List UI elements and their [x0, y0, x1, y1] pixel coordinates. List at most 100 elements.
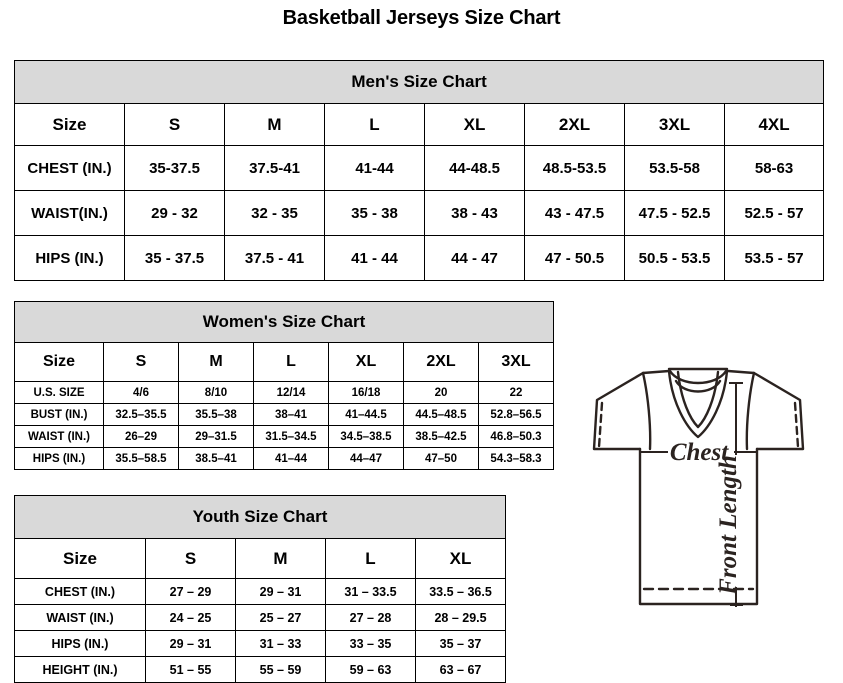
table-row: WAIST (IN.) 26–29 29–31.5 31.5–34.5 34.5…: [14, 425, 555, 448]
youth-waist-s: 24 – 25: [145, 604, 236, 631]
collar-band-outer-arc: [668, 369, 728, 385]
womens-header-m: M: [178, 342, 254, 382]
mens-header-size: Size: [14, 103, 125, 146]
mens-hips-l: 41 - 44: [324, 235, 425, 281]
womens-header-2xl: 2XL: [403, 342, 479, 382]
youth-hips-xl: 35 – 37: [414, 630, 507, 657]
womens-chart-title-row: Women's Size Chart: [13, 301, 555, 343]
womens-us-size-s: 4/6: [103, 381, 179, 404]
womens-row-label-us-size: U.S. SIZE: [14, 381, 104, 404]
youth-header-size: Size: [14, 538, 146, 579]
youth-waist-m: 25 – 27: [235, 604, 326, 631]
womens-bust-l: 38–41: [253, 403, 329, 426]
womens-hips-3xl: 54.3–58.3: [477, 447, 555, 470]
table-row: HIPS (IN.) 35 - 37.5 37.5 - 41 41 - 44 4…: [14, 235, 825, 281]
mens-chest-s: 35-37.5: [124, 145, 225, 191]
jersey-body-outline: [638, 447, 759, 606]
womens-header-size: Size: [14, 342, 104, 382]
womens-header-l: L: [253, 342, 329, 382]
womens-waist-l: 31.5–34.5: [253, 425, 329, 448]
womens-us-size-m: 8/10: [178, 381, 254, 404]
youth-header-s: S: [145, 538, 236, 579]
mens-chest-4xl: 58-63: [723, 145, 825, 191]
table-row: WAIST(IN.) 29 - 32 32 - 35 35 - 38 38 - …: [14, 190, 825, 236]
youth-chest-m: 29 – 31: [235, 578, 326, 605]
mens-hips-m: 37.5 - 41: [224, 235, 325, 281]
mens-chart-title-row: Men's Size Chart: [13, 60, 825, 104]
mens-row-label-hips: HIPS (IN.): [14, 235, 125, 281]
left-armhole-curve: [641, 371, 652, 451]
mens-chest-2xl: 48.5-53.5: [524, 145, 625, 191]
youth-header-l: L: [325, 538, 416, 579]
womens-bust-s: 32.5–35.5: [103, 403, 179, 426]
right-shoulder-seam: [726, 369, 756, 375]
womens-header-xl: XL: [328, 342, 404, 382]
youth-chest-l: 31 – 33.5: [325, 578, 416, 605]
womens-waist-3xl: 46.8–50.3: [477, 425, 555, 448]
womens-waist-2xl: 38.5–42.5: [403, 425, 479, 448]
womens-row-label-bust: BUST (IN.): [14, 403, 104, 426]
mens-size-chart-table: Men's Size Chart Size S M L XL 2XL 3XL 4…: [13, 60, 825, 281]
table-row: HIPS (IN.) 29 – 31 31 – 33 33 – 35 35 – …: [14, 630, 507, 657]
youth-row-label-hips: HIPS (IN.): [14, 630, 146, 657]
womens-waist-s: 26–29: [103, 425, 179, 448]
mens-header-3xl: 3XL: [624, 103, 725, 146]
right-armhole-curve: [745, 371, 756, 451]
mens-chest-xl: 44-48.5: [424, 145, 525, 191]
youth-hips-l: 33 – 35: [325, 630, 416, 657]
youth-size-chart-table: Youth Size Chart Size S M L XL CHEST (IN…: [13, 495, 507, 683]
youth-waist-l: 27 – 28: [325, 604, 416, 631]
womens-waist-m: 29–31.5: [178, 425, 254, 448]
collar-band-inner-arc: [674, 379, 722, 393]
left-shoulder-seam: [641, 369, 671, 375]
mens-header-4xl: 4XL: [723, 103, 825, 146]
front-length-measure-label: Front Length: [715, 455, 742, 596]
womens-hips-l: 41–44: [253, 447, 329, 470]
womens-header-s: S: [103, 342, 179, 382]
table-row: CHEST (IN.) 27 – 29 29 – 31 31 – 33.5 33…: [14, 578, 507, 605]
mens-column-header-row: Size S M L XL 2XL 3XL 4XL: [14, 103, 825, 146]
womens-hips-s: 35.5–58.5: [103, 447, 179, 470]
womens-us-size-2xl: 20: [403, 381, 479, 404]
mens-chart-title: Men's Size Chart: [13, 60, 825, 104]
youth-hips-m: 31 – 33: [235, 630, 326, 657]
womens-header-3xl: 3XL: [477, 342, 555, 382]
mens-waist-2xl: 43 - 47.5: [524, 190, 625, 236]
mens-waist-3xl: 47.5 - 52.5: [624, 190, 725, 236]
mens-chest-l: 41-44: [324, 145, 425, 191]
mens-hips-xl: 44 - 47: [424, 235, 525, 281]
jersey-outline-group: [592, 367, 805, 606]
womens-row-label-hips: HIPS (IN.): [14, 447, 104, 470]
left-sleeve-hem-dash: [597, 401, 604, 449]
youth-chart-title-row: Youth Size Chart: [13, 495, 507, 539]
womens-row-label-waist: WAIST (IN.): [14, 425, 104, 448]
chest-measure-label: Chest: [670, 439, 729, 466]
mens-waist-s: 29 - 32: [124, 190, 225, 236]
womens-us-size-l: 12/14: [253, 381, 329, 404]
youth-column-header-row: Size S M L XL: [14, 538, 507, 579]
table-row: BUST (IN.) 32.5–35.5 35.5–38 38–41 41–44…: [14, 403, 555, 426]
womens-us-size-xl: 16/18: [328, 381, 404, 404]
mens-header-m: M: [224, 103, 325, 146]
mens-waist-l: 35 - 38: [324, 190, 425, 236]
youth-row-label-chest: CHEST (IN.): [14, 578, 146, 605]
mens-waist-4xl: 52.5 - 57: [723, 190, 825, 236]
mens-waist-xl: 38 - 43: [424, 190, 525, 236]
right-sleeve-hem-dash: [793, 401, 800, 449]
womens-bust-xl: 41–44.5: [328, 403, 404, 426]
table-row: HIPS (IN.) 35.5–58.5 38.5–41 41–44 44–47…: [14, 447, 555, 470]
mens-header-l: L: [324, 103, 425, 146]
youth-header-xl: XL: [414, 538, 507, 579]
youth-waist-xl: 28 – 29.5: [414, 604, 507, 631]
womens-hips-m: 38.5–41: [178, 447, 254, 470]
table-row: U.S. SIZE 4/6 8/10 12/14 16/18 20 22: [14, 381, 555, 404]
womens-hips-xl: 44–47: [328, 447, 404, 470]
womens-us-size-3xl: 22: [477, 381, 555, 404]
mens-row-label-chest: CHEST (IN.): [14, 145, 125, 191]
womens-hips-2xl: 47–50: [403, 447, 479, 470]
youth-chest-s: 27 – 29: [145, 578, 236, 605]
mens-header-xl: XL: [424, 103, 525, 146]
page-title: Basketball Jerseys Size Chart: [282, 7, 561, 29]
mens-header-s: S: [124, 103, 225, 146]
mens-hips-2xl: 47 - 50.5: [524, 235, 625, 281]
